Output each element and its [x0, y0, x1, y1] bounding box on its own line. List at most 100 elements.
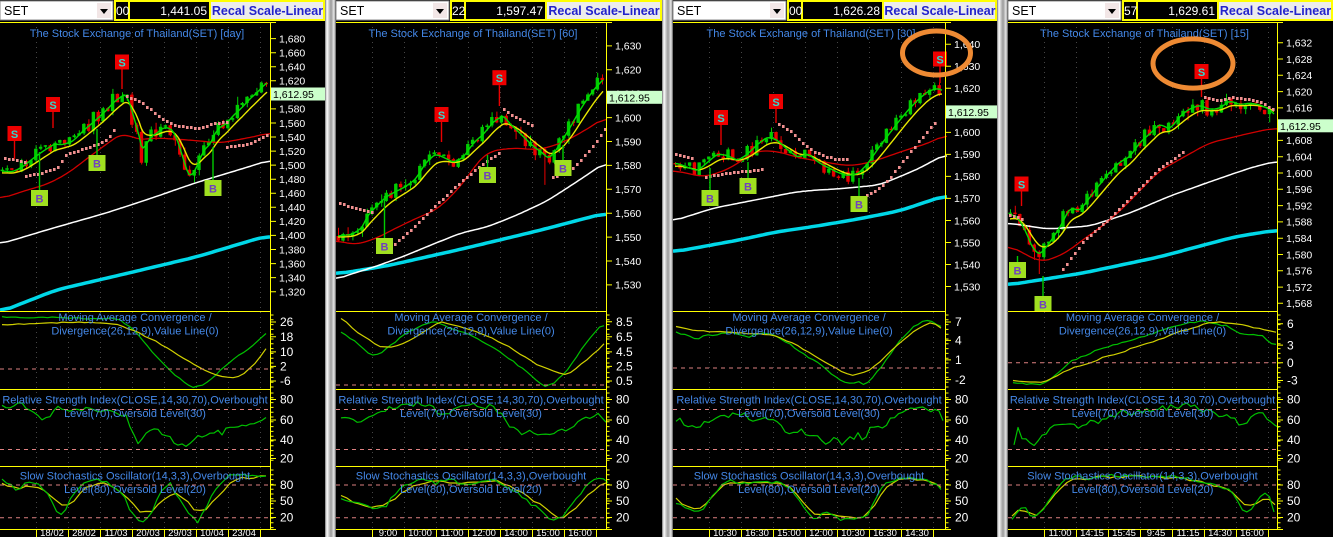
svg-text:1,620: 1,620 — [279, 76, 305, 88]
svg-text:1,620: 1,620 — [1286, 86, 1312, 98]
svg-text:1,320: 1,320 — [279, 287, 305, 299]
svg-text:1,588: 1,588 — [1286, 217, 1312, 229]
svg-text:-6: -6 — [280, 374, 291, 388]
svg-text:1,612.95: 1,612.95 — [1280, 121, 1321, 133]
svg-text:26: 26 — [280, 315, 294, 329]
svg-text:1,572: 1,572 — [1286, 282, 1312, 294]
svg-text:40: 40 — [616, 433, 630, 447]
svg-text:SET: SET — [677, 4, 702, 18]
svg-text:1,560: 1,560 — [954, 215, 980, 227]
svg-text:1,612.95: 1,612.95 — [948, 107, 989, 119]
svg-text:60: 60 — [955, 413, 969, 427]
svg-text:1,550: 1,550 — [615, 232, 641, 244]
svg-text:1,530: 1,530 — [615, 280, 641, 292]
svg-text:1,584: 1,584 — [1286, 233, 1312, 245]
svg-text:11:00: 11:00 — [440, 528, 463, 537]
svg-text:29/03: 29/03 — [168, 528, 192, 537]
svg-text:Level(80),Oversold Level(20): Level(80),Oversold Level(20) — [1072, 484, 1214, 496]
svg-text:S: S — [438, 110, 445, 122]
svg-text:SET: SET — [1012, 4, 1037, 18]
svg-text:20: 20 — [280, 511, 294, 525]
svg-text:20: 20 — [955, 452, 969, 466]
svg-text:S: S — [118, 58, 125, 70]
svg-text:Level(80),Oversold Level(20): Level(80),Oversold Level(20) — [400, 484, 542, 496]
svg-text:50: 50 — [1287, 494, 1301, 508]
svg-text:1,592: 1,592 — [1286, 200, 1312, 212]
svg-text:1,600: 1,600 — [954, 127, 980, 139]
svg-text:The Stock Exchange of Thailand: The Stock Exchange of Thailand(SET) [30] — [707, 28, 916, 40]
svg-text:1,570: 1,570 — [954, 193, 980, 205]
svg-text:50: 50 — [280, 494, 294, 508]
svg-text:B: B — [855, 200, 863, 212]
svg-text:1,632: 1,632 — [1286, 38, 1312, 50]
svg-text:1,550: 1,550 — [954, 237, 980, 249]
svg-text:Slow Stochastics Oscillator(14: Slow Stochastics Oscillator(14,3,3),Over… — [694, 471, 925, 483]
svg-text:20: 20 — [280, 452, 294, 466]
svg-text:40: 40 — [1287, 433, 1301, 447]
svg-text:40: 40 — [280, 433, 294, 447]
svg-text:Divergence(26,12,9),Value Line: Divergence(26,12,9),Value Line(0) — [725, 326, 892, 338]
svg-text:Moving Average Convergence /: Moving Average Convergence / — [58, 312, 212, 324]
svg-text:1,600: 1,600 — [615, 112, 641, 124]
svg-text:80: 80 — [955, 393, 969, 407]
svg-text:Moving Average Convergence /: Moving Average Convergence / — [732, 312, 886, 324]
svg-text:14:00: 14:00 — [504, 528, 528, 537]
svg-text:Relative Strength Index(CLOSE,: Relative Strength Index(CLOSE,14,30,70),… — [676, 395, 941, 407]
svg-text:1,540: 1,540 — [615, 256, 641, 268]
svg-text:1,629.61: 1,629.61 — [1168, 4, 1215, 18]
svg-text:1,420: 1,420 — [279, 216, 305, 228]
svg-text:1,460: 1,460 — [279, 188, 305, 200]
svg-text:1,680: 1,680 — [279, 33, 305, 45]
svg-text:20: 20 — [1287, 511, 1301, 525]
svg-text:Level(70),Oversold Level(30): Level(70),Oversold Level(30) — [400, 408, 542, 420]
svg-text:1,620: 1,620 — [954, 83, 980, 95]
svg-text:Level(80),Oversold Level(20): Level(80),Oversold Level(20) — [64, 484, 206, 496]
svg-text:80: 80 — [280, 393, 294, 407]
svg-text:1,540: 1,540 — [279, 132, 305, 144]
svg-text:0.5: 0.5 — [616, 374, 633, 388]
svg-text:1,380: 1,380 — [279, 244, 305, 256]
svg-text:20: 20 — [616, 452, 630, 466]
svg-text:11:15: 11:15 — [1176, 528, 1199, 537]
svg-text:15:45: 15:45 — [1112, 528, 1136, 537]
svg-text:16:00: 16:00 — [1240, 528, 1264, 537]
svg-text:0: 0 — [1287, 356, 1294, 370]
svg-text:1,628: 1,628 — [1286, 54, 1312, 66]
svg-text:Divergence(26,12,9),Value Line: Divergence(26,12,9),Value Line(0) — [1059, 326, 1226, 338]
svg-text:-2: -2 — [955, 373, 966, 387]
svg-text:10:30: 10:30 — [841, 528, 865, 537]
svg-text:7: 7 — [955, 315, 962, 329]
svg-text:S: S — [11, 129, 18, 141]
svg-text:S: S — [936, 55, 943, 67]
svg-text:11/03: 11/03 — [104, 528, 127, 537]
svg-text:20: 20 — [1287, 452, 1301, 466]
svg-text:16:30: 16:30 — [745, 528, 769, 537]
svg-text:11:00: 11:00 — [1048, 528, 1071, 537]
svg-text:10/04: 10/04 — [200, 528, 224, 537]
svg-text:1,400: 1,400 — [279, 230, 305, 242]
svg-text:Divergence(26,12,9),Value Line: Divergence(26,12,9),Value Line(0) — [387, 326, 554, 338]
svg-text:1,620: 1,620 — [615, 65, 641, 77]
svg-text:SET: SET — [4, 4, 29, 18]
svg-text:Slow Stochastics Oscillator(14: Slow Stochastics Oscillator(14,3,3),Over… — [356, 471, 587, 483]
svg-text:1,626.28: 1,626.28 — [833, 4, 880, 18]
svg-text:The Stock Exchange of Thailand: The Stock Exchange of Thailand(SET) [15] — [1040, 28, 1249, 40]
svg-text:1,340: 1,340 — [279, 272, 305, 284]
svg-text:20: 20 — [616, 511, 630, 525]
svg-text:-3: -3 — [1287, 374, 1298, 388]
svg-text:15:00: 15:00 — [777, 528, 801, 537]
svg-text:10:30: 10:30 — [713, 528, 737, 537]
svg-text:1,580: 1,580 — [279, 104, 305, 116]
svg-text:Recal Scale-Linear: Recal Scale-Linear — [212, 4, 323, 18]
svg-text:1,570: 1,570 — [615, 184, 641, 196]
svg-text:1,580: 1,580 — [954, 171, 980, 183]
svg-text:1,608: 1,608 — [1286, 135, 1312, 147]
svg-text:14:30: 14:30 — [1208, 528, 1232, 537]
svg-text:15:00: 15:00 — [536, 528, 560, 537]
svg-text:1,590: 1,590 — [615, 136, 641, 148]
svg-text:14:15: 14:15 — [1080, 528, 1104, 537]
svg-text:80: 80 — [1287, 393, 1301, 407]
svg-text:1,612.95: 1,612.95 — [609, 92, 650, 104]
svg-text:4.5: 4.5 — [616, 345, 633, 359]
svg-text:3: 3 — [1287, 338, 1294, 352]
